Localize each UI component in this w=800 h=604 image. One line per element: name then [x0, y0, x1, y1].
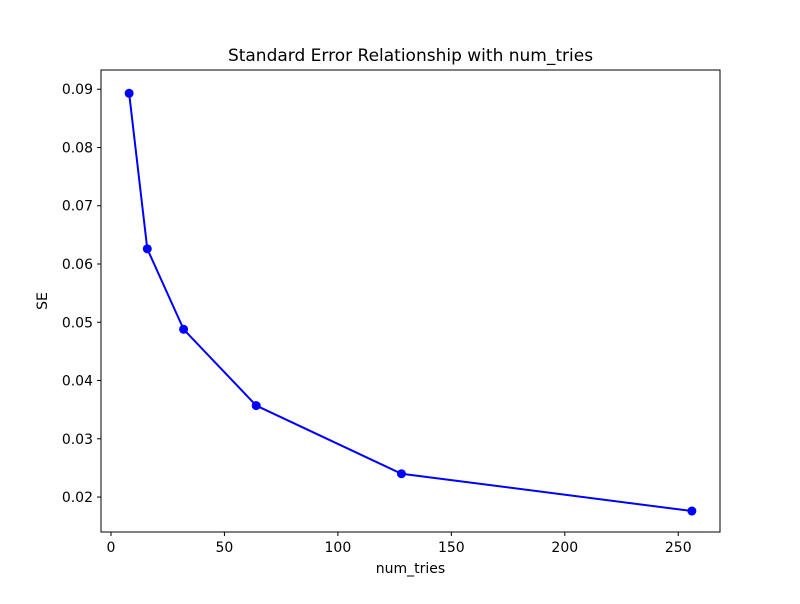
- y-tick-label: 0.07: [62, 199, 93, 215]
- y-tick-label: 0.09: [62, 82, 93, 98]
- data-point: [396, 469, 406, 479]
- chart-title: Standard Error Relationship with num_tri…: [228, 46, 593, 66]
- x-tick-label: 250: [665, 540, 692, 556]
- x-axis-label: num_tries: [376, 561, 445, 577]
- y-tick-label: 0.06: [62, 257, 93, 273]
- x-tick-label: 50: [216, 540, 234, 556]
- series-line: [128, 92, 693, 513]
- y-axis-label: SE: [35, 292, 51, 310]
- x-tick-label: 200: [551, 540, 578, 556]
- x-tick-label: 150: [438, 540, 465, 556]
- y-tick-label: 0.05: [62, 315, 93, 331]
- y-tick-label: 0.04: [62, 374, 93, 390]
- y-tick-label: 0.03: [62, 432, 93, 448]
- data-point: [251, 401, 261, 411]
- data-point: [179, 324, 189, 334]
- plot-frame: [100, 69, 721, 533]
- data-point: [124, 88, 134, 98]
- y-tick-label: 0.08: [62, 140, 93, 156]
- data-point: [142, 244, 152, 254]
- y-tick-label: 0.02: [62, 490, 93, 506]
- x-tick-label: 100: [325, 540, 352, 556]
- x-tick-label: 0: [107, 540, 116, 556]
- plot-area: 0 50 100 150 200 250 0.02 0.03 0.04 0.05 0.06 0.07 0…: [62, 82, 697, 556]
- data-point: [687, 506, 697, 516]
